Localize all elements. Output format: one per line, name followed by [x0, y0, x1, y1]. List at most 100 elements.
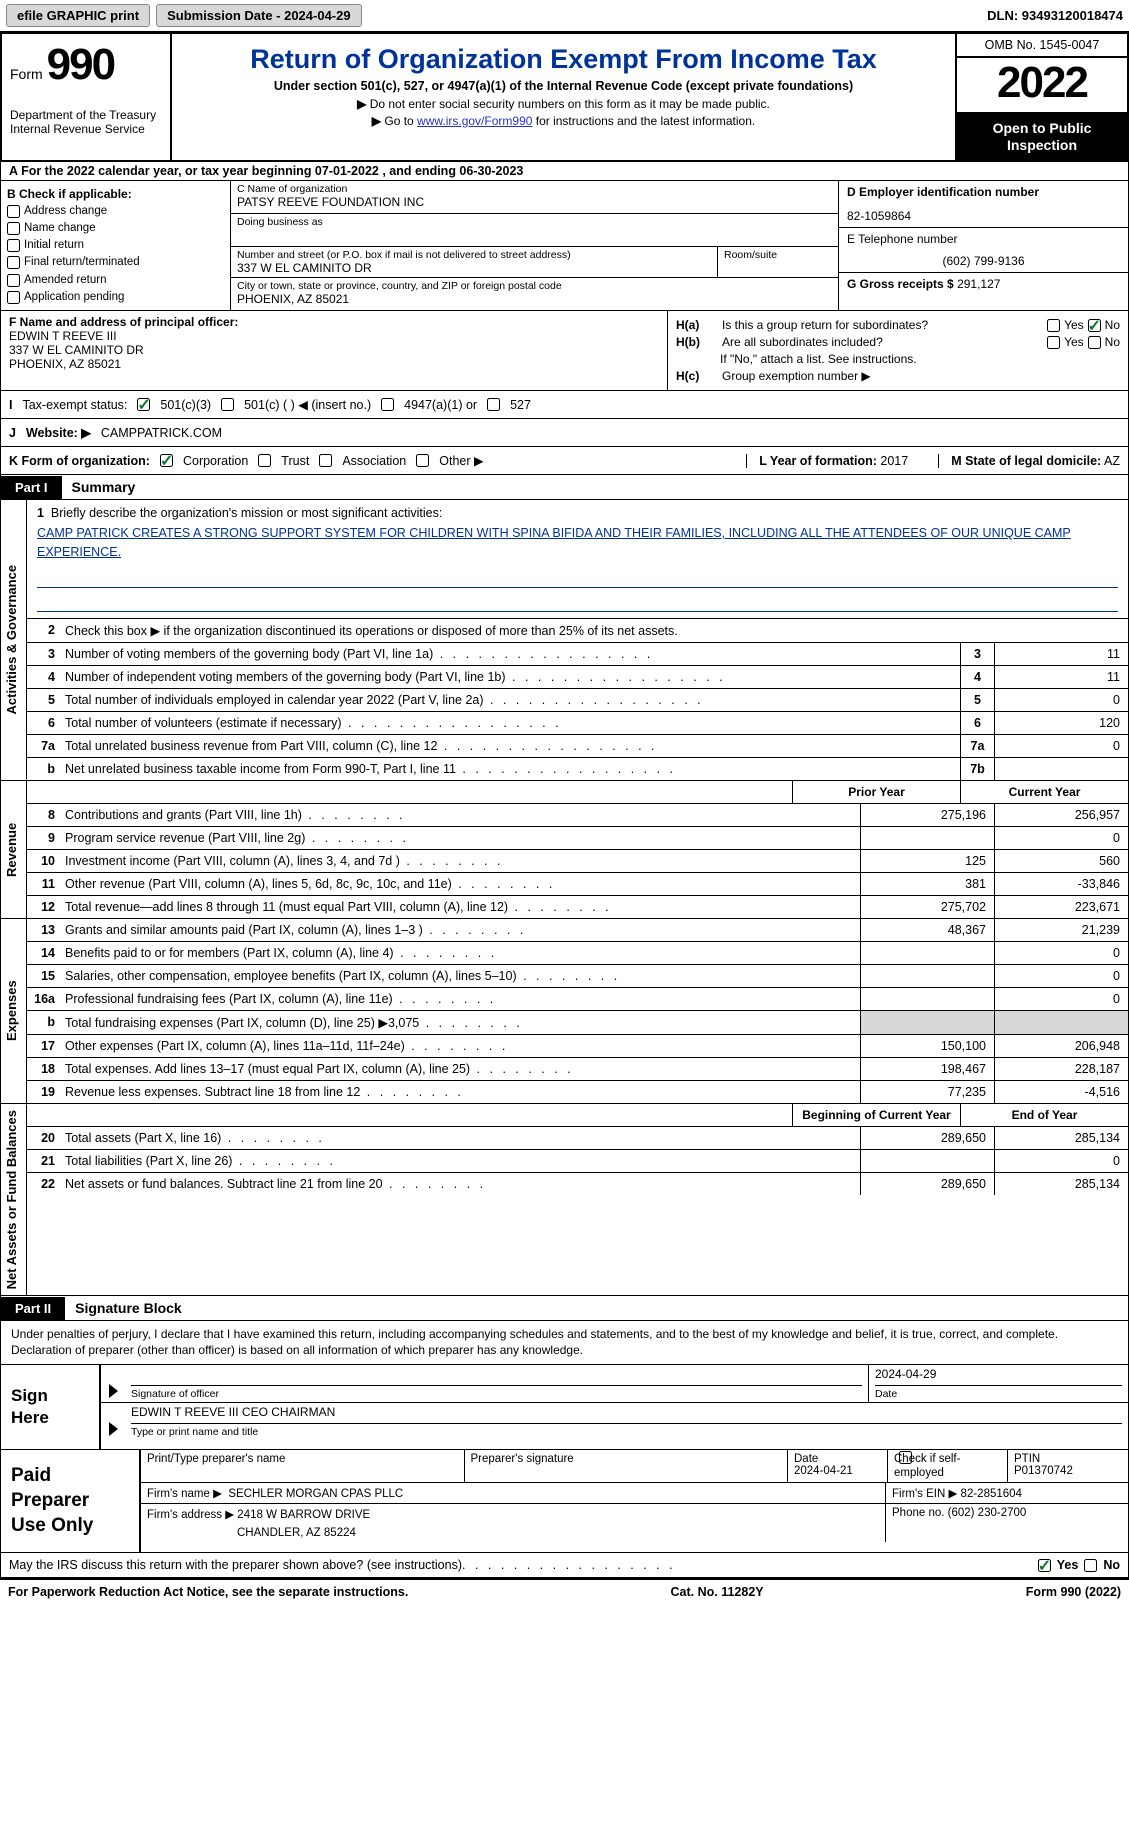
- check-final-return[interactable]: [7, 256, 20, 269]
- firm-addr1: 2418 W BARROW DRIVE: [237, 1509, 370, 1521]
- k-assoc[interactable]: [319, 454, 332, 467]
- box-b: B Check if applicable: Address change Na…: [1, 181, 231, 311]
- calendar-year-line: A For the 2022 calendar year, or tax yea…: [0, 162, 1129, 181]
- discuss-yes[interactable]: [1038, 1559, 1051, 1572]
- table-row: 3Number of voting members of the governi…: [27, 643, 1128, 666]
- check-address-change[interactable]: [7, 205, 20, 218]
- row-i: I Tax-exempt status: 501(c)(3) 501(c) ( …: [0, 391, 1129, 419]
- i-4947[interactable]: [381, 398, 394, 411]
- table-row: 4Number of independent voting members of…: [27, 666, 1128, 689]
- beginning-year-header: Beginning of Current Year: [792, 1104, 960, 1126]
- form-subtitle: Under section 501(c), 527, or 4947(a)(1)…: [192, 79, 935, 93]
- box-c: C Name of organization PATSY REEVE FOUND…: [231, 181, 838, 311]
- k-other[interactable]: [416, 454, 429, 467]
- mission-text: CAMP PATRICK CREATES A STRONG SUPPORT SY…: [37, 520, 1118, 564]
- arrow-icon: [109, 1422, 118, 1436]
- table-row: 13Grants and similar amounts paid (Part …: [27, 919, 1128, 942]
- i-501c3[interactable]: [137, 398, 150, 411]
- form-number: 990: [47, 40, 114, 90]
- hb-yes[interactable]: [1047, 336, 1060, 349]
- vtab-net-assets: Net Assets or Fund Balances: [1, 1104, 27, 1295]
- officer-sign-date: 2024-04-29: [875, 1367, 1122, 1385]
- table-row: 5Total number of individuals employed in…: [27, 689, 1128, 712]
- section-fh: F Name and address of principal officer:…: [0, 311, 1129, 391]
- arrow-icon: [109, 1384, 118, 1398]
- table-row: 14Benefits paid to or for members (Part …: [27, 942, 1128, 965]
- footer-mid: Cat. No. 11282Y: [671, 1585, 764, 1599]
- footer: For Paperwork Reduction Act Notice, see …: [0, 1578, 1129, 1604]
- officer-name: EDWIN T REEVE III: [9, 329, 659, 343]
- part1-tag: Part I: [1, 476, 62, 499]
- i-501c[interactable]: [221, 398, 234, 411]
- vtab-governance: Activities & Governance: [1, 500, 27, 780]
- goto-pre: Go to: [384, 114, 417, 128]
- i-527[interactable]: [487, 398, 500, 411]
- form-title: Return of Organization Exempt From Incom…: [192, 44, 935, 75]
- paid-preparer-block: Paid Preparer Use Only Print/Type prepar…: [0, 1450, 1129, 1553]
- street-address: 337 W EL CAMINITO DR: [237, 261, 711, 275]
- section-bcd: B Check if applicable: Address change Na…: [0, 181, 1129, 312]
- table-row: 16aProfessional fundraising fees (Part I…: [27, 988, 1128, 1011]
- ha-yes[interactable]: [1047, 319, 1060, 332]
- check-name-change[interactable]: [7, 222, 20, 235]
- part1-title: Summary: [62, 475, 146, 499]
- efile-print-button[interactable]: efile GRAPHIC print: [6, 4, 150, 27]
- footer-right: Form 990 (2022): [1026, 1585, 1121, 1599]
- preparer-date: 2024-04-21: [794, 1465, 853, 1477]
- table-row: bTotal fundraising expenses (Part IX, co…: [27, 1011, 1128, 1035]
- k-corp[interactable]: [160, 454, 173, 467]
- table-row: 7aTotal unrelated business revenue from …: [27, 735, 1128, 758]
- row-j: J Website: ▶ CAMPPATRICK.COM: [0, 419, 1129, 447]
- discuss-no[interactable]: [1084, 1559, 1097, 1572]
- sign-here-block: Sign Here Signature of officer 2024-04-2…: [0, 1365, 1129, 1450]
- irs-link[interactable]: www.irs.gov/Form990: [417, 114, 532, 128]
- table-row: 22Net assets or fund balances. Subtract …: [27, 1173, 1128, 1195]
- topbar: efile GRAPHIC print Submission Date - 20…: [0, 0, 1129, 32]
- goto-post: for instructions and the latest informat…: [532, 114, 755, 128]
- part2-tag: Part II: [1, 1297, 65, 1320]
- paid-preparer-label: Paid Preparer Use Only: [1, 1450, 141, 1552]
- open-to-public: Open to Public Inspection: [957, 114, 1127, 160]
- table-row: 17Other expenses (Part IX, column (A), l…: [27, 1035, 1128, 1058]
- table-row: 15Salaries, other compensation, employee…: [27, 965, 1128, 988]
- summary-revenue: Revenue Prior Year Current Year 8Contrib…: [0, 781, 1129, 919]
- check-amended[interactable]: [7, 274, 20, 287]
- box-h: H(a) Is this a group return for subordin…: [668, 311, 1128, 390]
- ptin-value: P01370742: [1014, 1465, 1073, 1477]
- firm-addr2: CHANDLER, AZ 85224: [147, 1527, 879, 1539]
- sign-here-label: Sign Here: [1, 1365, 101, 1449]
- ein-value: 82-1059864: [847, 209, 1120, 223]
- hb-no[interactable]: [1088, 336, 1101, 349]
- box-f: F Name and address of principal officer:…: [1, 311, 668, 390]
- end-year-header: End of Year: [960, 1104, 1128, 1126]
- gross-receipts: 291,127: [957, 277, 1000, 291]
- dept-irs: Internal Revenue Service: [10, 122, 162, 136]
- form-header: Form 990 Department of the Treasury Inte…: [0, 32, 1129, 162]
- table-row: 12Total revenue—add lines 8 through 11 (…: [27, 896, 1128, 918]
- k-trust[interactable]: [258, 454, 271, 467]
- table-row: 20Total assets (Part X, line 16)289,6502…: [27, 1127, 1128, 1150]
- ssn-warning: Do not enter social security numbers on …: [370, 97, 770, 111]
- table-row: 11Other revenue (Part VIII, column (A), …: [27, 873, 1128, 896]
- prior-year-header: Prior Year: [792, 781, 960, 803]
- firm-phone: (602) 230-2700: [948, 1507, 1027, 1519]
- summary-governance: Activities & Governance 1 Briefly descri…: [0, 500, 1129, 781]
- check-app-pending[interactable]: [7, 291, 20, 304]
- header-middle: Return of Organization Exempt From Incom…: [172, 34, 957, 160]
- self-employed-check[interactable]: [899, 1451, 912, 1464]
- signature-intro: Under penalties of perjury, I declare th…: [0, 1321, 1129, 1365]
- table-row: 21Total liabilities (Part X, line 26)0: [27, 1150, 1128, 1173]
- ha-no[interactable]: [1088, 319, 1101, 332]
- state-domicile: AZ: [1104, 454, 1120, 468]
- year-formation: 2017: [880, 454, 908, 468]
- table-row: 8Contributions and grants (Part VIII, li…: [27, 804, 1128, 827]
- summary-expenses: Expenses 13Grants and similar amounts pa…: [0, 919, 1129, 1104]
- footer-left: For Paperwork Reduction Act Notice, see …: [8, 1585, 408, 1599]
- city-state-zip: PHOENIX, AZ 85021: [237, 292, 832, 306]
- org-name: PATSY REEVE FOUNDATION INC: [237, 195, 832, 209]
- submission-date-button[interactable]: Submission Date - 2024-04-29: [156, 4, 362, 27]
- check-initial-return[interactable]: [7, 239, 20, 252]
- omb-number: OMB No. 1545-0047: [957, 34, 1127, 58]
- header-right: OMB No. 1545-0047 2022 Open to Public In…: [957, 34, 1127, 160]
- table-row: 9Program service revenue (Part VIII, lin…: [27, 827, 1128, 850]
